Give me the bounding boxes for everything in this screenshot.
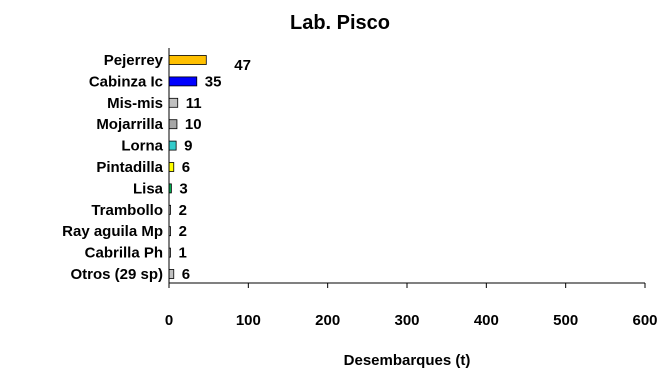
data-label-8: 2 [179, 223, 187, 240]
category-label-5: Pintadilla [96, 159, 163, 176]
category-label-3: Mojarrilla [96, 116, 163, 133]
data-label-6: 3 [179, 180, 187, 197]
category-label-6: Lisa [133, 180, 164, 197]
data-label-10: 6 [182, 266, 190, 283]
bar-0 [168, 55, 207, 65]
category-label-4: Lorna [121, 138, 163, 155]
data-label-4: 9 [184, 138, 192, 155]
category-labels: Pejerrey Cabinza Ic Mis-mis Mojarrilla Lorna… [62, 52, 164, 283]
data-label-9: 1 [179, 245, 187, 262]
chart-title: Lab. Pisco [290, 12, 390, 34]
data-label-2: 11 [186, 95, 202, 112]
x-tick-label-5: 500 [553, 312, 578, 329]
data-label-1: 35 [205, 73, 222, 90]
x-tick-label-3: 300 [394, 312, 419, 329]
data-label-7: 2 [179, 202, 187, 219]
category-label-9: Cabrilla Ph [85, 245, 163, 262]
bar-4 [168, 140, 177, 151]
bar-1 [168, 76, 198, 87]
x-axis: 0 100 200 300 400 500 600 [165, 48, 658, 329]
x-axis-label: Desembarques (t) [344, 352, 471, 369]
data-label-0: 47 [234, 57, 251, 74]
category-label-2: Mis-mis [107, 95, 163, 112]
category-label-10: Otros (29 sp) [70, 266, 163, 283]
x-tick-label-6: 600 [632, 312, 657, 329]
data-label-3: 10 [185, 116, 202, 133]
x-tick-label-0: 0 [165, 312, 173, 329]
data-label-5: 6 [182, 159, 190, 176]
bar-2 [168, 97, 179, 108]
category-label-1: Cabinza Ic [89, 73, 163, 90]
category-label-0: Pejerrey [104, 52, 164, 69]
category-label-8: Ray aguila Mp [62, 223, 163, 240]
bar-5 [168, 162, 175, 172]
bar-3 [168, 119, 178, 130]
x-tick-label-1: 100 [236, 312, 261, 329]
x-tick-label-2: 200 [315, 312, 340, 329]
bar-10 [168, 269, 175, 279]
category-label-7: Trambollo [91, 202, 163, 219]
x-tick-label-4: 400 [474, 312, 499, 329]
